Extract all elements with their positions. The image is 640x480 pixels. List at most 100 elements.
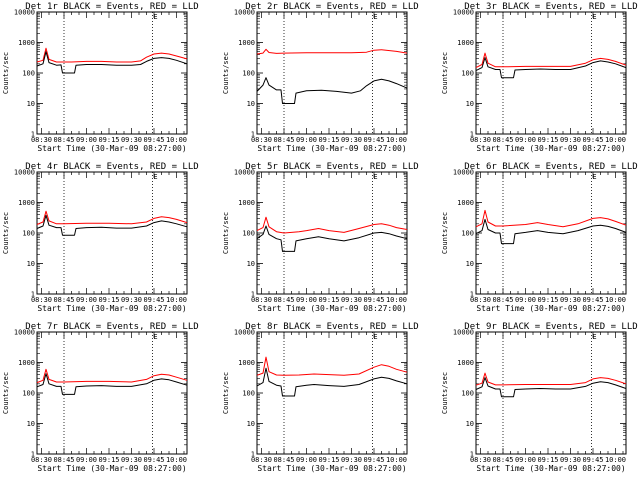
plot-frame	[256, 331, 408, 455]
event-marker-label: E	[592, 13, 596, 21]
lld-rate-line	[256, 48, 408, 55]
x-tick-label: 08:30	[31, 296, 52, 304]
x-axis-label: Start Time (30-Mar-09 08:27:00)	[37, 304, 186, 313]
y-tick-label: 10	[466, 100, 474, 108]
x-axis-label: Start Time (30-Mar-09 08:27:00)	[257, 144, 406, 153]
x-tick-label: 08:45	[53, 296, 74, 304]
y-tick-label: 100	[22, 70, 35, 78]
x-tick-label: 09:30	[560, 456, 581, 464]
plot-title: Det 5r BLACK = Events, RED = LLD	[245, 162, 418, 172]
x-tick-label: 08:30	[251, 456, 272, 464]
x-tick-label: 10:00	[166, 296, 187, 304]
lld-rate-line	[36, 210, 188, 225]
y-tick-label: 10	[27, 420, 35, 428]
x-tick-label: 10:00	[605, 136, 626, 144]
y-tick-label: 1	[251, 131, 255, 139]
y-tick-label: 10	[247, 420, 255, 428]
x-tick-label: 09:15	[537, 296, 558, 304]
y-axis-label: Counts/sec	[2, 212, 10, 254]
plot-panel-6: Det 6r BLACK = Events, RED = LLD 1 10 100 10…	[441, 162, 638, 313]
x-tick-label: 09:30	[121, 136, 142, 144]
plot-frame	[256, 11, 408, 135]
y-axis-label: Counts/sec	[441, 372, 449, 414]
y-tick-label: 100	[461, 390, 474, 398]
plot-frame	[475, 11, 627, 135]
lld-rate-line	[36, 368, 188, 384]
x-tick-label: 09:15	[98, 456, 119, 464]
x-tick-label: 09:30	[121, 296, 142, 304]
y-tick-label: 10000	[234, 169, 255, 177]
x-tick-label: 09:15	[318, 456, 339, 464]
event-marker-label: E	[592, 333, 596, 341]
y-tick-label: 10000	[14, 9, 35, 17]
y-tick-label: 100	[242, 70, 255, 78]
y-tick-label: 10	[27, 100, 35, 108]
x-tick-label: 09:00	[296, 456, 317, 464]
x-tick-label: 08:30	[470, 456, 491, 464]
lld-rate-line	[475, 372, 627, 386]
plot-frame	[36, 331, 188, 455]
x-tick-label: 09:30	[121, 456, 142, 464]
x-tick-label: 09:00	[515, 136, 536, 144]
y-tick-label: 10	[27, 260, 35, 268]
x-tick-label: 09:45	[143, 456, 164, 464]
events-rate-line	[256, 367, 408, 397]
x-tick-label: 08:45	[492, 456, 513, 464]
x-tick-label: 08:30	[31, 456, 52, 464]
x-axis-label: Start Time (30-Mar-09 08:27:00)	[37, 144, 186, 153]
plot-panel-7: Det 7r BLACK = Events, RED = LLD 1 10 100 10…	[2, 322, 199, 473]
lld-rate-line	[475, 52, 627, 69]
events-rate-line	[475, 377, 627, 398]
y-tick-label: 1000	[457, 199, 474, 207]
y-axis-label: Counts/sec	[222, 212, 230, 254]
x-tick-label: 09:00	[515, 296, 536, 304]
y-axis-label: Counts/sec	[222, 372, 230, 414]
y-tick-label: 1	[470, 451, 474, 459]
x-axis-label: Start Time (30-Mar-09 08:27:00)	[257, 464, 406, 473]
y-tick-label: 10000	[453, 329, 474, 337]
plot-panel-9: Det 9r BLACK = Events, RED = LLD 1 10 100 10…	[441, 322, 638, 473]
y-tick-label: 1000	[18, 359, 35, 367]
y-tick-label: 1	[470, 291, 474, 299]
lld-rate-line	[256, 356, 408, 376]
x-tick-label: 09:30	[341, 296, 362, 304]
x-tick-label: 09:30	[341, 136, 362, 144]
y-tick-label: 100	[242, 390, 255, 398]
y-tick-label: 1000	[238, 199, 255, 207]
x-tick-label: 09:30	[560, 136, 581, 144]
x-tick-label: 09:00	[296, 136, 317, 144]
x-tick-label: 09:00	[76, 136, 97, 144]
x-tick-label: 09:45	[363, 456, 384, 464]
plot-title: Det 3r BLACK = Events, RED = LLD	[464, 2, 637, 12]
events-rate-line	[475, 218, 627, 245]
y-axis-label: Counts/sec	[2, 52, 10, 94]
y-tick-label: 1000	[238, 39, 255, 47]
y-axis-label: Counts/sec	[441, 212, 449, 254]
y-tick-label: 1	[251, 291, 255, 299]
y-tick-label: 1	[470, 131, 474, 139]
y-tick-label: 1000	[457, 39, 474, 47]
plot-frame	[475, 331, 627, 455]
x-tick-label: 09:00	[515, 456, 536, 464]
plot-frame	[36, 171, 188, 295]
x-tick-label: 10:00	[386, 296, 407, 304]
x-tick-label: 08:30	[31, 136, 52, 144]
x-tick-label: 09:30	[560, 296, 581, 304]
y-tick-label: 100	[461, 70, 474, 78]
events-rate-line	[36, 373, 188, 395]
event-marker-label: E	[153, 13, 157, 21]
y-tick-label: 10000	[453, 169, 474, 177]
x-tick-label: 08:30	[251, 296, 272, 304]
x-tick-label: 09:15	[537, 136, 558, 144]
plot-panel-8: Det 8r BLACK = Events, RED = LLD 1 10 100 10…	[222, 322, 419, 473]
y-tick-label: 1000	[18, 199, 35, 207]
y-tick-label: 10000	[14, 329, 35, 337]
y-tick-label: 1	[31, 451, 35, 459]
y-tick-label: 1000	[457, 359, 474, 367]
x-tick-label: 10:00	[386, 456, 407, 464]
plot-panel-1: Det 1r BLACK = Events, RED = LLD 1 10 100 10…	[2, 2, 199, 153]
y-tick-label: 1	[31, 291, 35, 299]
y-tick-label: 100	[461, 230, 474, 238]
x-tick-label: 08:30	[470, 296, 491, 304]
